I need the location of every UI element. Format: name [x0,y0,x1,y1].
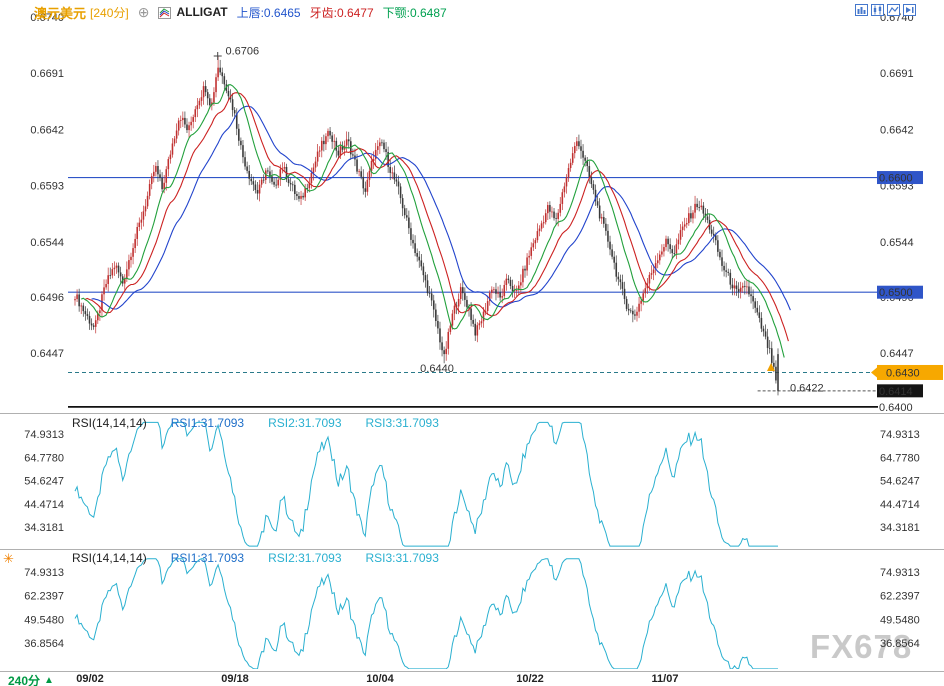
main-y-axis-label-left: 0.6447 [30,348,64,360]
main-y-axis-label-left: 0.6740 [30,12,64,24]
add-indicator-icon[interactable]: ⊕ [137,4,150,20]
rsi1-y-axis-label-left: 74.9313 [24,429,64,441]
price-badge [877,171,923,185]
rsi2-value1: RSI1:31.7093 [170,551,245,565]
footer-timeframe[interactable]: 240分 ▲ [8,672,54,686]
rsi2-y-axis-label-left: 36.8564 [24,638,64,650]
x-axis-date-label: 11/07 [652,673,679,685]
rsi1-line [74,421,778,547]
main-y-axis-label-right: 0.6447 [880,348,914,360]
price-badge [877,285,923,299]
rsi1-y-axis-label-right: 74.9313 [880,429,920,441]
alligator-teeth-value: 牙齿:0.6477 [309,5,374,20]
rsi1-y-axis-label-right: 44.4714 [880,499,920,511]
price-annotation: 0.6440 [420,363,454,375]
rsi1-y-axis-label-left: 54.6247 [24,476,64,488]
indicator-name: ALLIGAT [176,5,228,19]
rsi1-y-axis-label-left: 64.7780 [24,452,64,464]
rsi1-value3: RSI3:31.7093 [365,416,439,430]
alligator-lips-line [80,84,785,358]
rsi1-y-axis-label-right: 54.6247 [880,476,920,488]
alligator-indicator-icon[interactable] [158,6,172,19]
rsi2-y-axis-label-right: 49.5480 [880,614,920,626]
rsi1-value2: RSI2:31.7093 [268,416,342,430]
rsi2-y-axis-label-left: 49.5480 [24,614,64,626]
main-y-axis-label-right: 0.6642 [880,124,914,136]
rsi1-params-label: RSI(14,14,14) [72,416,147,430]
rsi1-header: RSI(14,14,14) RSI1:31.7093 RSI2:31.7093 … [72,416,439,430]
rsi2-value2: RSI2:31.7093 [268,551,342,565]
rsi1-y-axis-label-right: 34.3181 [880,522,920,534]
chart-type-toolbar [855,3,916,16]
rsi2-line [74,558,778,669]
rsi1-y-axis-label-left: 44.4714 [24,499,64,511]
main-y-axis-label-right: 0.6691 [880,68,914,80]
x-axis-date-label: 09/18 [221,673,249,685]
price-annotation: 0.6422 [790,382,824,394]
x-axis-date-label: 10/04 [366,673,394,685]
symbol-name: 澳元美元 [34,5,87,21]
rsi2-y-axis-label-right: 74.9313 [880,567,920,579]
trend-up-icon: ▲ [44,675,54,686]
price-badge-label: 0.6600 [879,173,913,185]
candlestick-chart-icon[interactable] [871,3,884,16]
main-y-axis-label-left: 0.6496 [30,292,64,304]
alligator-lips-value: 上唇:0.6465 [236,5,301,20]
main-y-axis-label-left: 0.6544 [30,237,64,249]
watermark: FX678 [810,628,913,665]
rsi2-value3: RSI3:31.7093 [365,551,439,565]
rsi1-y-axis-label-right: 64.7780 [880,452,920,464]
indicator-settings-icon[interactable]: ✳ [3,551,14,566]
main-y-axis-label-right: 0.6544 [880,237,914,249]
rsi2-y-axis-label-right: 62.2397 [880,591,920,603]
price-badge [877,384,923,398]
x-axis-date-label: 10/22 [516,673,544,685]
timeframe-label: [240分] [90,5,129,20]
price-badge-label: 0.6414 [879,386,913,398]
alert-marker-icon [767,363,775,371]
price-badge-label: 0.6500 [879,287,913,299]
main-y-axis-label-left: 0.6593 [30,181,64,193]
bar-chart-icon[interactable] [855,3,868,16]
rsi1-value1: RSI1:31.7093 [170,416,245,430]
alert-price-badge[interactable] [877,364,943,380]
price-badge-label: 0.6430 [886,367,920,379]
chart-header: 澳元美元 [240分] ⊕ ALLIGAT 上唇:0.6465 牙齿:0.647… [34,3,447,21]
rsi1-y-axis-label-left: 34.3181 [24,522,64,534]
main-y-axis-label-left: 0.6691 [30,68,64,80]
x-axis-date-label: 09/02 [76,673,104,685]
line-chart-icon[interactable] [887,3,900,16]
footer-timeframe-label: 240分 [8,674,41,686]
rsi2-y-axis-label-left: 74.9313 [24,567,64,579]
alligator-jaw-line [91,105,791,311]
rsi2-y-axis-label-right: 36.8564 [880,638,920,650]
price-badge-label: 0.6400 [879,402,913,414]
alligator-teeth-line [85,92,789,342]
rsi2-header: RSI(14,14,14) RSI1:31.7093 RSI2:31.7093 … [72,551,439,565]
scroll-to-latest-icon[interactable] [903,3,916,16]
price-annotation: 0.6706 [226,45,260,57]
candlestick-series[interactable] [74,55,779,396]
main-y-axis-label-left: 0.6642 [30,124,64,136]
rsi2-params-label: RSI(14,14,14) [72,551,147,565]
rsi2-y-axis-label-left: 62.2397 [24,591,64,603]
alligator-jaw-value: 下颚:0.6487 [382,5,447,20]
